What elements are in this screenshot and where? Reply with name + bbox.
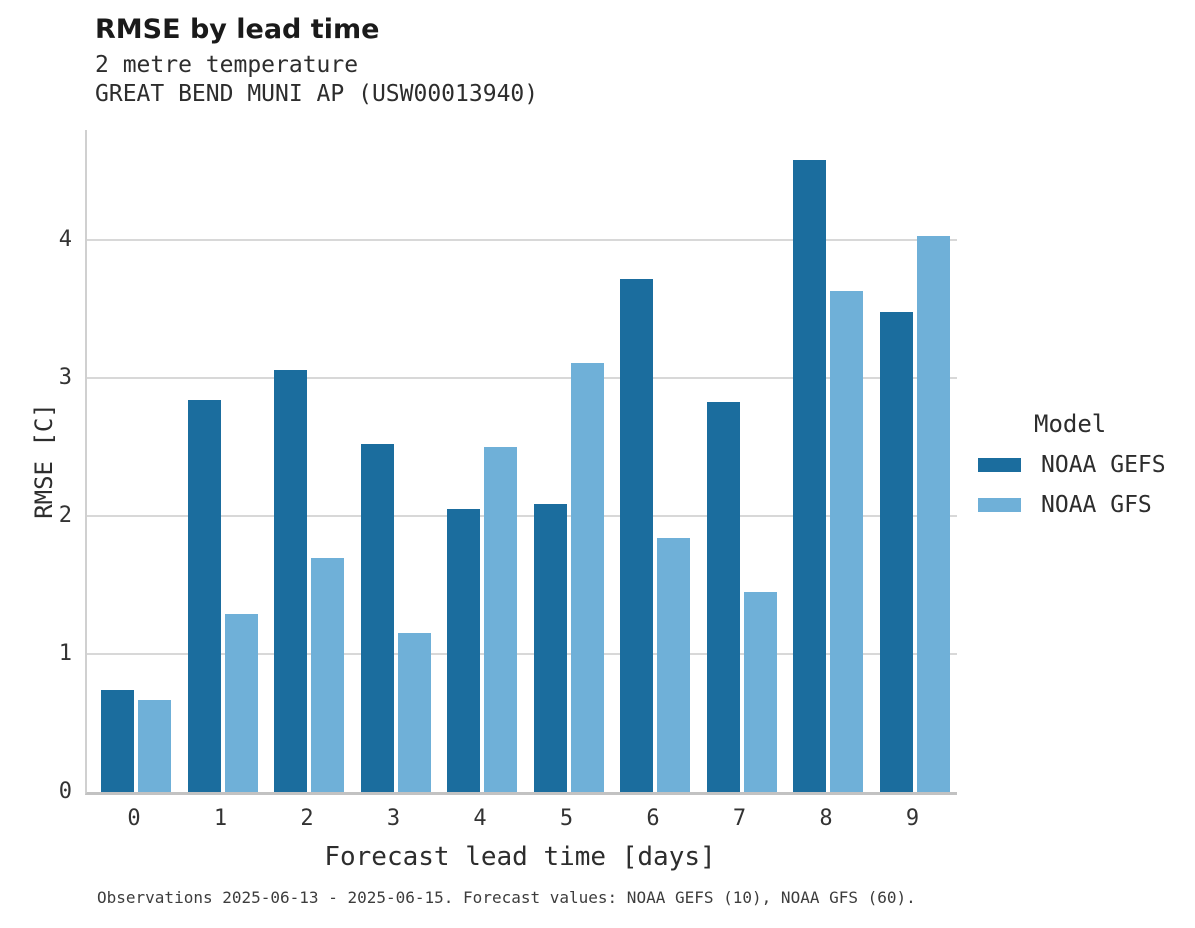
bar-noaa-gfs-lead-4 [484, 447, 517, 792]
bar-noaa-gfs-lead-0 [138, 699, 171, 792]
legend-entry-gfs: NOAA GFS [978, 492, 1166, 518]
bar-noaa-gfs-lead-9 [916, 236, 950, 792]
chart-title: RMSE by lead time [95, 14, 380, 45]
x-tick-label-2: 2 [300, 806, 314, 831]
y-tick-label-3: 3 [58, 365, 72, 391]
chart-subtitle-station: GREAT BEND MUNI AP (USW00013940) [95, 81, 539, 107]
gridline-y2 [87, 515, 957, 518]
bar-noaa-gefs-lead-3 [360, 444, 394, 792]
bar-noaa-gfs-lead-2 [311, 557, 344, 792]
gridline-y1 [87, 653, 957, 656]
x-axis-label: Forecast lead time [days] [324, 842, 716, 872]
x-tick-label-8: 8 [819, 806, 833, 831]
x-tick-label-3: 3 [386, 806, 401, 831]
legend-swatch-gfs-icon [978, 498, 1021, 512]
x-axis-ticks: 0 1 2 3 4 5 6 7 8 9 [85, 806, 955, 836]
bar-noaa-gefs-lead-5 [533, 503, 567, 792]
bar-noaa-gefs-lead-1 [187, 400, 221, 792]
gridline-y4 [87, 239, 957, 242]
legend-label-gfs: NOAA GFS [1041, 492, 1152, 518]
legend-entry-gefs: NOAA GEFS [978, 452, 1166, 478]
y-axis-ticks: 0 1 2 3 4 [0, 130, 72, 804]
bar-noaa-gefs-lead-2 [274, 369, 307, 792]
bar-noaa-gefs-lead-0 [101, 689, 134, 792]
plot-area [85, 130, 957, 795]
y-tick-label-4: 4 [58, 227, 72, 253]
legend-swatch-gefs-icon [978, 458, 1021, 472]
x-tick-label-9: 9 [905, 806, 920, 831]
bar-noaa-gefs-lead-9 [879, 312, 913, 792]
bar-noaa-gfs-lead-1 [224, 614, 258, 792]
x-tick-label-1: 1 [213, 806, 228, 831]
gridline-y3 [87, 377, 957, 380]
y-tick-label-2: 2 [58, 503, 72, 529]
x-tick-label-6: 6 [646, 806, 660, 831]
bar-noaa-gfs-lead-6 [657, 538, 690, 792]
caption: Observations 2025-06-13 - 2025-06-15. Fo… [97, 888, 916, 907]
bar-noaa-gfs-lead-7 [743, 592, 777, 792]
legend-title: Model [1034, 410, 1107, 438]
chart-subtitle-variable: 2 metre temperature [95, 52, 359, 78]
legend-label-gefs: NOAA GEFS [1041, 452, 1166, 478]
bar-noaa-gefs-lead-7 [706, 401, 740, 792]
bar-noaa-gefs-lead-4 [447, 509, 480, 792]
x-tick-label-7: 7 [732, 806, 747, 831]
bar-noaa-gefs-lead-6 [620, 278, 653, 792]
y-tick-label-1: 1 [58, 641, 72, 667]
y-tick-label-0: 0 [58, 779, 72, 804]
x-tick-label-5: 5 [559, 806, 574, 831]
x-tick-label-4: 4 [473, 806, 487, 831]
bar-noaa-gfs-lead-8 [830, 291, 863, 792]
bar-noaa-gfs-lead-5 [570, 363, 604, 792]
bar-noaa-gfs-lead-3 [397, 633, 431, 792]
legend: Model NOAA GEFS NOAA GFS [978, 410, 1166, 532]
x-tick-label-0: 0 [127, 806, 141, 831]
bar-noaa-gefs-lead-8 [793, 160, 826, 792]
